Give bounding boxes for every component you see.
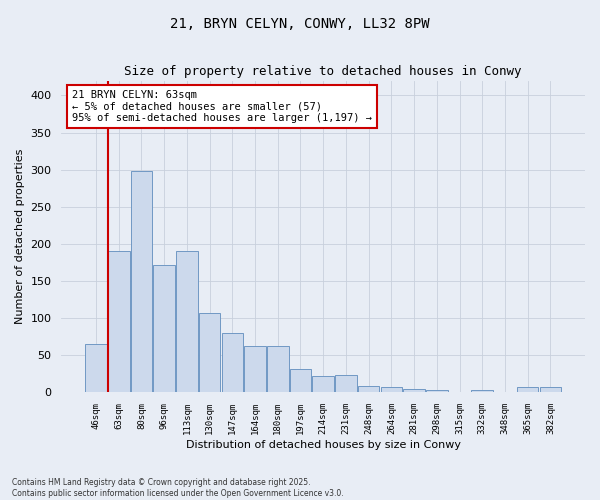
Bar bbox=[267, 346, 289, 393]
Text: Contains HM Land Registry data © Crown copyright and database right 2025.
Contai: Contains HM Land Registry data © Crown c… bbox=[12, 478, 344, 498]
Bar bbox=[426, 390, 448, 392]
Bar bbox=[358, 386, 379, 392]
Bar bbox=[221, 333, 243, 392]
Title: Size of property relative to detached houses in Conwy: Size of property relative to detached ho… bbox=[124, 65, 522, 78]
Text: 21 BRYN CELYN: 63sqm
← 5% of detached houses are smaller (57)
95% of semi-detach: 21 BRYN CELYN: 63sqm ← 5% of detached ho… bbox=[72, 90, 372, 123]
Bar bbox=[176, 252, 197, 392]
Y-axis label: Number of detached properties: Number of detached properties bbox=[15, 149, 25, 324]
X-axis label: Distribution of detached houses by size in Conwy: Distribution of detached houses by size … bbox=[186, 440, 461, 450]
Bar bbox=[199, 313, 220, 392]
Bar bbox=[517, 388, 538, 392]
Bar bbox=[380, 388, 402, 392]
Bar bbox=[154, 264, 175, 392]
Bar bbox=[131, 171, 152, 392]
Bar bbox=[85, 344, 107, 393]
Bar bbox=[403, 389, 425, 392]
Bar bbox=[313, 376, 334, 392]
Bar bbox=[244, 346, 266, 393]
Bar bbox=[108, 252, 130, 392]
Bar bbox=[290, 368, 311, 392]
Bar bbox=[539, 388, 561, 392]
Bar bbox=[472, 390, 493, 392]
Text: 21, BRYN CELYN, CONWY, LL32 8PW: 21, BRYN CELYN, CONWY, LL32 8PW bbox=[170, 18, 430, 32]
Bar bbox=[335, 374, 357, 392]
